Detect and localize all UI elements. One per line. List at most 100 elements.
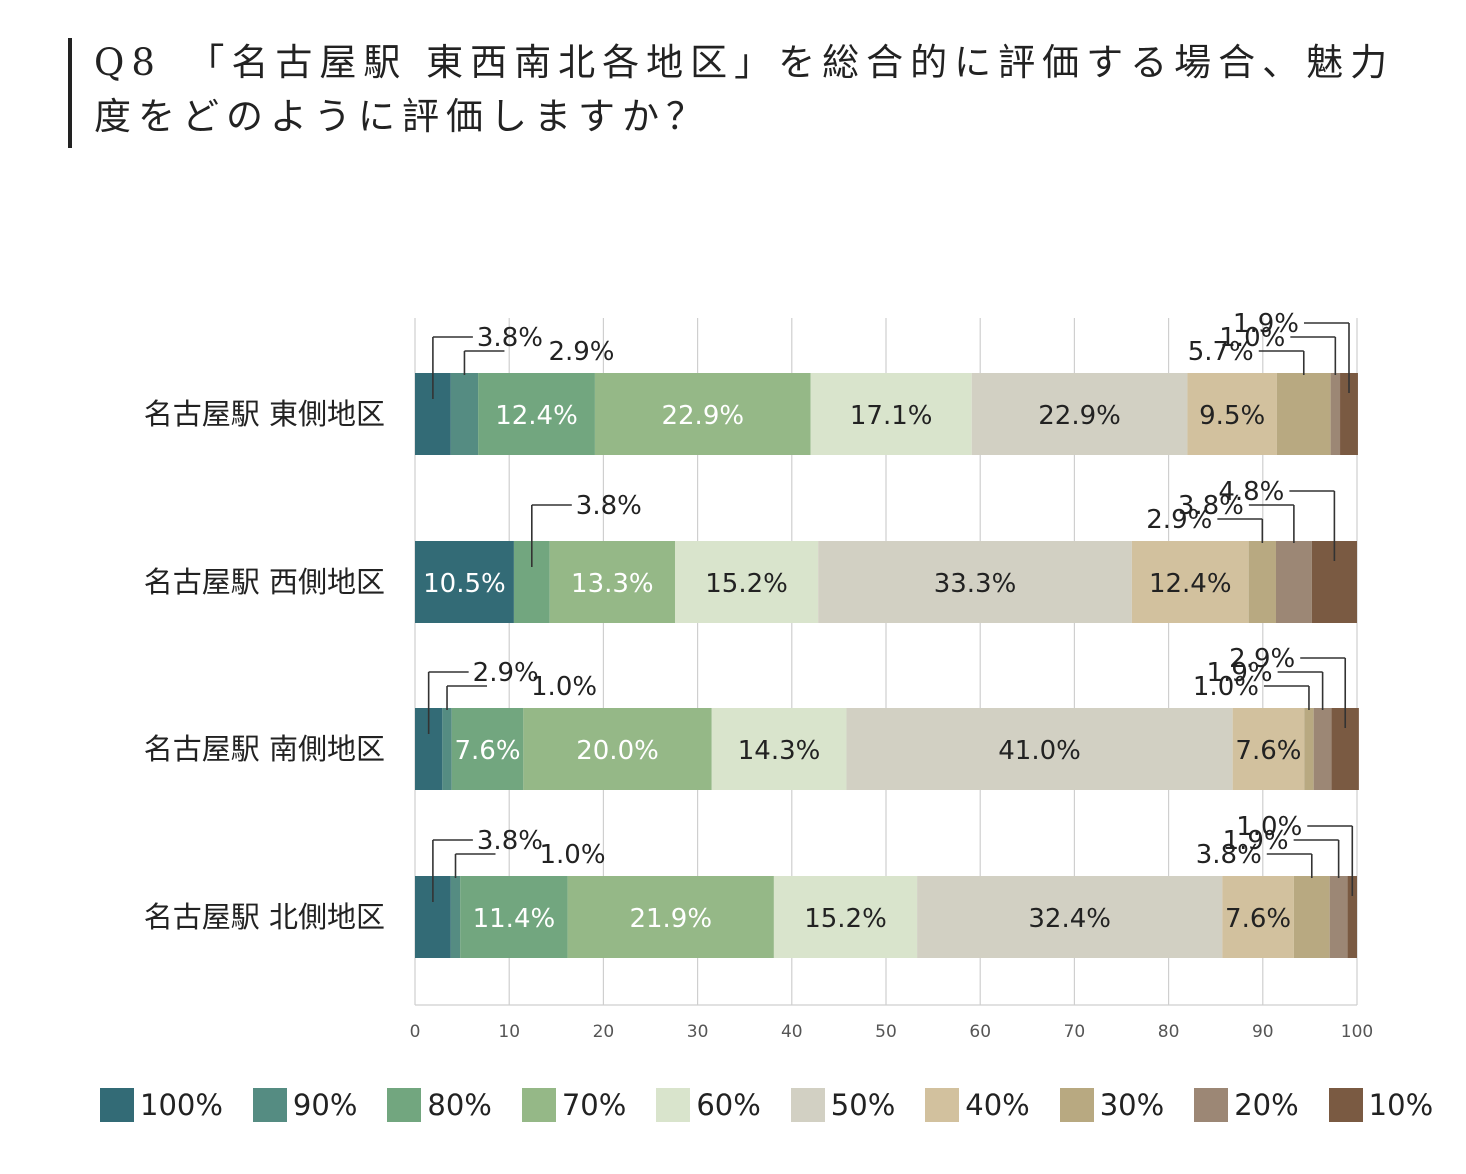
bar-segment [478, 373, 595, 455]
legend-label: 10% [1368, 1088, 1434, 1122]
bar-segment [1340, 373, 1358, 455]
data-label: 1.0% [1193, 672, 1259, 702]
legend-label: 100% [140, 1088, 223, 1122]
data-label: 32.4% [1028, 904, 1111, 934]
data-label: 15.2% [705, 569, 788, 599]
x-tick-label: 40 [781, 1022, 803, 1042]
bar-segment [1329, 876, 1348, 958]
x-tick-label: 50 [875, 1022, 897, 1042]
category-label: 名古屋駅 西側地区 [144, 565, 385, 599]
data-label: 2.9% [473, 658, 539, 688]
bar-segment [773, 876, 918, 958]
data-label: 2.9% [1229, 644, 1295, 674]
bar-segment [711, 708, 847, 790]
bar-segment [917, 876, 1223, 958]
bar-segment [442, 708, 452, 790]
x-tick-label: 20 [593, 1022, 615, 1042]
bar-segment [450, 373, 479, 455]
legend-swatch [252, 1088, 287, 1122]
x-tick-label: 30 [687, 1022, 709, 1042]
bar-segment [1330, 373, 1341, 455]
legend-label: 30% [1099, 1088, 1165, 1122]
bar-segment [415, 541, 514, 623]
legend-label: 20% [1234, 1088, 1299, 1122]
category-label: 名古屋駅 北側地区 [144, 900, 385, 934]
x-tick-label: 100 [1341, 1022, 1373, 1042]
data-label: 17.1% [850, 401, 933, 431]
x-tick-label: 60 [969, 1022, 991, 1042]
data-label: 22.9% [1038, 401, 1121, 431]
data-label: 14.3% [738, 736, 821, 766]
legend-label: 50% [830, 1088, 896, 1122]
legend-label: 40% [965, 1088, 1030, 1122]
data-label: 4.8% [1218, 477, 1284, 507]
data-label: 1.0% [1219, 323, 1285, 353]
bar-segment [594, 373, 811, 455]
bar-segment [1248, 541, 1276, 623]
data-label: 22.9% [661, 401, 744, 431]
data-label: 10.5% [423, 569, 506, 599]
bar-segment [450, 876, 461, 958]
legend-label: 80% [427, 1088, 492, 1122]
legend-item: 40% [925, 1088, 1030, 1122]
legend-swatch [100, 1088, 134, 1122]
x-tick-label: 80 [1158, 1022, 1180, 1042]
data-label: 41.0% [998, 736, 1081, 766]
data-label: 7.6% [1235, 736, 1301, 766]
x-tick-label: 10 [498, 1022, 520, 1042]
bar-segment [818, 541, 1132, 623]
data-label: 21.9% [629, 904, 712, 934]
bar-segment [1304, 708, 1314, 790]
data-label: 11.4% [473, 904, 556, 934]
data-label: 12.4% [1149, 569, 1232, 599]
legend-swatch [1059, 1088, 1094, 1122]
data-label: 1.0% [1236, 812, 1302, 842]
legend-item: 60% [656, 1088, 761, 1122]
x-tick-label: 0 [410, 1022, 421, 1042]
data-label: 2.9% [548, 337, 614, 367]
bar-segment [1276, 373, 1331, 455]
legend-label: 70% [561, 1088, 627, 1122]
legend-label: 60% [696, 1088, 761, 1122]
bar-segment [1222, 876, 1294, 958]
data-label: 3.8% [576, 491, 642, 521]
data-label: 9.5% [1199, 401, 1265, 431]
legend-swatch [1194, 1088, 1229, 1122]
legend-item: 70% [521, 1088, 627, 1122]
data-label: 2.9% [1146, 505, 1212, 535]
data-label: 1.9% [1233, 309, 1299, 339]
legend-item: 20% [1194, 1088, 1299, 1122]
data-label: 3.8% [477, 826, 543, 856]
bar-segment [1131, 541, 1249, 623]
bar-segment [674, 541, 819, 623]
legend-item: 10% [1328, 1088, 1434, 1122]
data-label: 12.4% [495, 401, 578, 431]
data-label: 3.8% [1178, 491, 1244, 521]
data-label: 15.2% [804, 904, 887, 934]
bar-segment [523, 708, 712, 790]
bar-segment [460, 876, 568, 958]
data-label: 1.9% [1223, 826, 1289, 856]
bar-segment [1232, 708, 1305, 790]
legend-swatch [925, 1088, 960, 1122]
data-label: 3.8% [477, 323, 543, 353]
bar-segment [567, 876, 774, 958]
legend-label: 90% [292, 1088, 358, 1122]
x-tick-label: 90 [1252, 1022, 1274, 1042]
question-title: Q8 「名古屋駅 東西南北各地区」を総合的に評価する場合、魅力度をどのように評価… [94, 41, 1395, 138]
bar-segment [1275, 541, 1312, 623]
data-label: 7.6% [1225, 904, 1291, 934]
legend-swatch [1328, 1088, 1363, 1122]
bar-segment [846, 708, 1233, 790]
bar-segment [451, 708, 524, 790]
title-accent-bar [68, 38, 72, 148]
legend-item: 80% [387, 1088, 492, 1122]
legend-swatch [521, 1088, 556, 1122]
data-label: 33.3% [934, 569, 1017, 599]
data-label: 20.0% [576, 736, 659, 766]
bar-segment [549, 541, 675, 623]
legend-item: 50% [790, 1088, 896, 1122]
x-tick-label: 70 [1064, 1022, 1086, 1042]
category-label: 名古屋駅 東側地区 [144, 397, 385, 431]
bar-segment [1293, 876, 1330, 958]
